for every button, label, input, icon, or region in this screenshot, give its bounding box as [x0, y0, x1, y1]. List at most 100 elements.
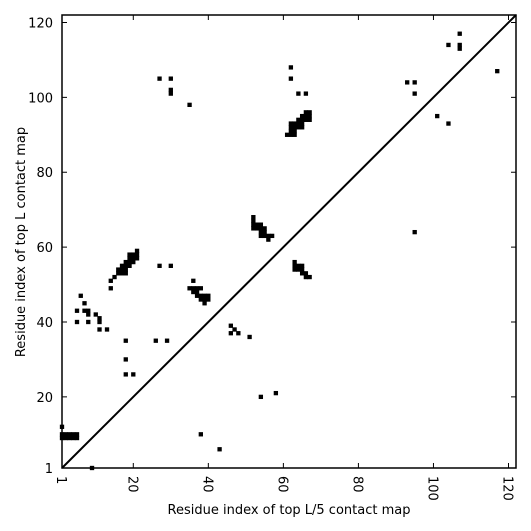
contact-point-lower [412, 229, 417, 235]
contact-point-lower [123, 263, 128, 268]
y-tick-label: 60 [36, 241, 53, 256]
contact-point-lower [168, 263, 173, 268]
contact-point-upper [292, 132, 297, 137]
contact-point-upper [296, 117, 301, 122]
contact-point-upper [288, 121, 294, 126]
contact-point-lower [97, 327, 102, 332]
x-tick-label: 120 [499, 476, 514, 501]
contact-point-lower [71, 432, 76, 437]
contact-point-lower [262, 229, 267, 235]
contact-point-lower [198, 432, 203, 437]
contact-point-upper [292, 128, 297, 134]
contact-point-lower [164, 338, 170, 343]
contact-point-lower [93, 312, 98, 317]
contact-point-lower [206, 297, 211, 302]
contact-point-upper [299, 121, 305, 126]
contact-point-upper [457, 42, 462, 48]
contact-point-lower [134, 256, 140, 261]
contact-point-lower [63, 435, 68, 441]
contact-point-upper [457, 46, 462, 51]
contact-point-upper [303, 117, 309, 122]
plot-frame [61, 14, 517, 469]
contact-point-lower [78, 293, 83, 298]
contact-point-lower [134, 252, 140, 257]
contact-point-lower [299, 267, 305, 272]
contact-point-lower [131, 259, 136, 265]
contact-point-upper [412, 80, 417, 85]
x-tick-label: 1 [53, 476, 68, 484]
contact-point-lower [74, 308, 80, 313]
y-tick-label: 100 [28, 91, 53, 106]
y-tick-label: 20 [36, 391, 53, 406]
contact-point-upper [307, 110, 312, 115]
contact-point-lower [119, 271, 125, 276]
x-tick-label: 60 [274, 476, 289, 493]
y-tick-label: 40 [36, 316, 53, 331]
contact-point-upper [299, 125, 305, 130]
contact-point-lower [112, 274, 117, 280]
contact-point-lower [157, 263, 162, 268]
contact-point-lower [82, 308, 87, 313]
contact-point-lower [127, 252, 132, 257]
contact-point-upper [187, 102, 192, 107]
contact-point-lower [198, 286, 203, 291]
contact-point-lower [251, 226, 256, 231]
contact-point-upper [299, 117, 305, 122]
contact-point-lower [273, 390, 279, 396]
contact-point-upper [288, 132, 294, 137]
contact-point-lower [153, 338, 158, 343]
contact-point-upper [288, 65, 294, 70]
contact-point-upper [412, 91, 417, 96]
contact-point-upper [296, 125, 301, 130]
contact-point-upper [303, 113, 309, 119]
contact-point-upper [446, 121, 451, 126]
contact-point-lower [108, 286, 113, 291]
contact-point-lower [269, 233, 275, 239]
contact-point-lower [258, 222, 264, 227]
contact-point-lower [266, 237, 271, 242]
contact-point-lower [292, 267, 297, 272]
contact-point-lower [67, 435, 72, 441]
contact-point-upper [307, 117, 312, 122]
x-tick-label: 100 [424, 476, 439, 501]
contact-point-lower [67, 432, 72, 437]
contact-point-lower [292, 263, 297, 268]
contact-point-lower [97, 319, 102, 325]
contact-point-lower [116, 271, 121, 276]
contact-point-lower [258, 233, 264, 239]
contact-point-lower [131, 372, 136, 377]
contact-point-lower [296, 267, 301, 272]
contact-point-lower [258, 229, 264, 235]
contact-point-upper [495, 69, 500, 74]
contact-point-lower [206, 293, 211, 298]
contact-point-lower [228, 331, 233, 336]
contact-point-upper [168, 91, 173, 96]
contact-point-lower [236, 331, 241, 336]
contact-point-lower [191, 289, 196, 295]
contact-point-upper [168, 76, 173, 81]
contact-point-lower [292, 259, 297, 265]
contact-point-lower [119, 267, 125, 272]
x-tick-label: 20 [124, 476, 139, 493]
contact-point-lower [254, 222, 260, 227]
contact-point-lower [191, 278, 196, 283]
contact-point-lower [251, 218, 256, 224]
contact-point-lower [258, 394, 264, 400]
contact-point-lower [131, 252, 136, 257]
contact-point-lower [74, 432, 80, 437]
contact-point-upper [296, 91, 301, 96]
contact-point-lower [134, 248, 140, 254]
diagonal-line [61, 14, 517, 469]
contact-point-upper [288, 125, 294, 130]
contact-point-lower [217, 447, 222, 452]
contact-point-lower [303, 271, 309, 276]
contact-point-upper [292, 125, 297, 130]
contact-point-lower [104, 327, 110, 332]
x-tick-label: 80 [349, 476, 364, 493]
y-tick-label: 120 [28, 16, 53, 31]
y-axis-label: Residue index of top L contact map [14, 127, 29, 357]
contact-point-lower [194, 286, 200, 291]
contact-point-upper [288, 128, 294, 134]
